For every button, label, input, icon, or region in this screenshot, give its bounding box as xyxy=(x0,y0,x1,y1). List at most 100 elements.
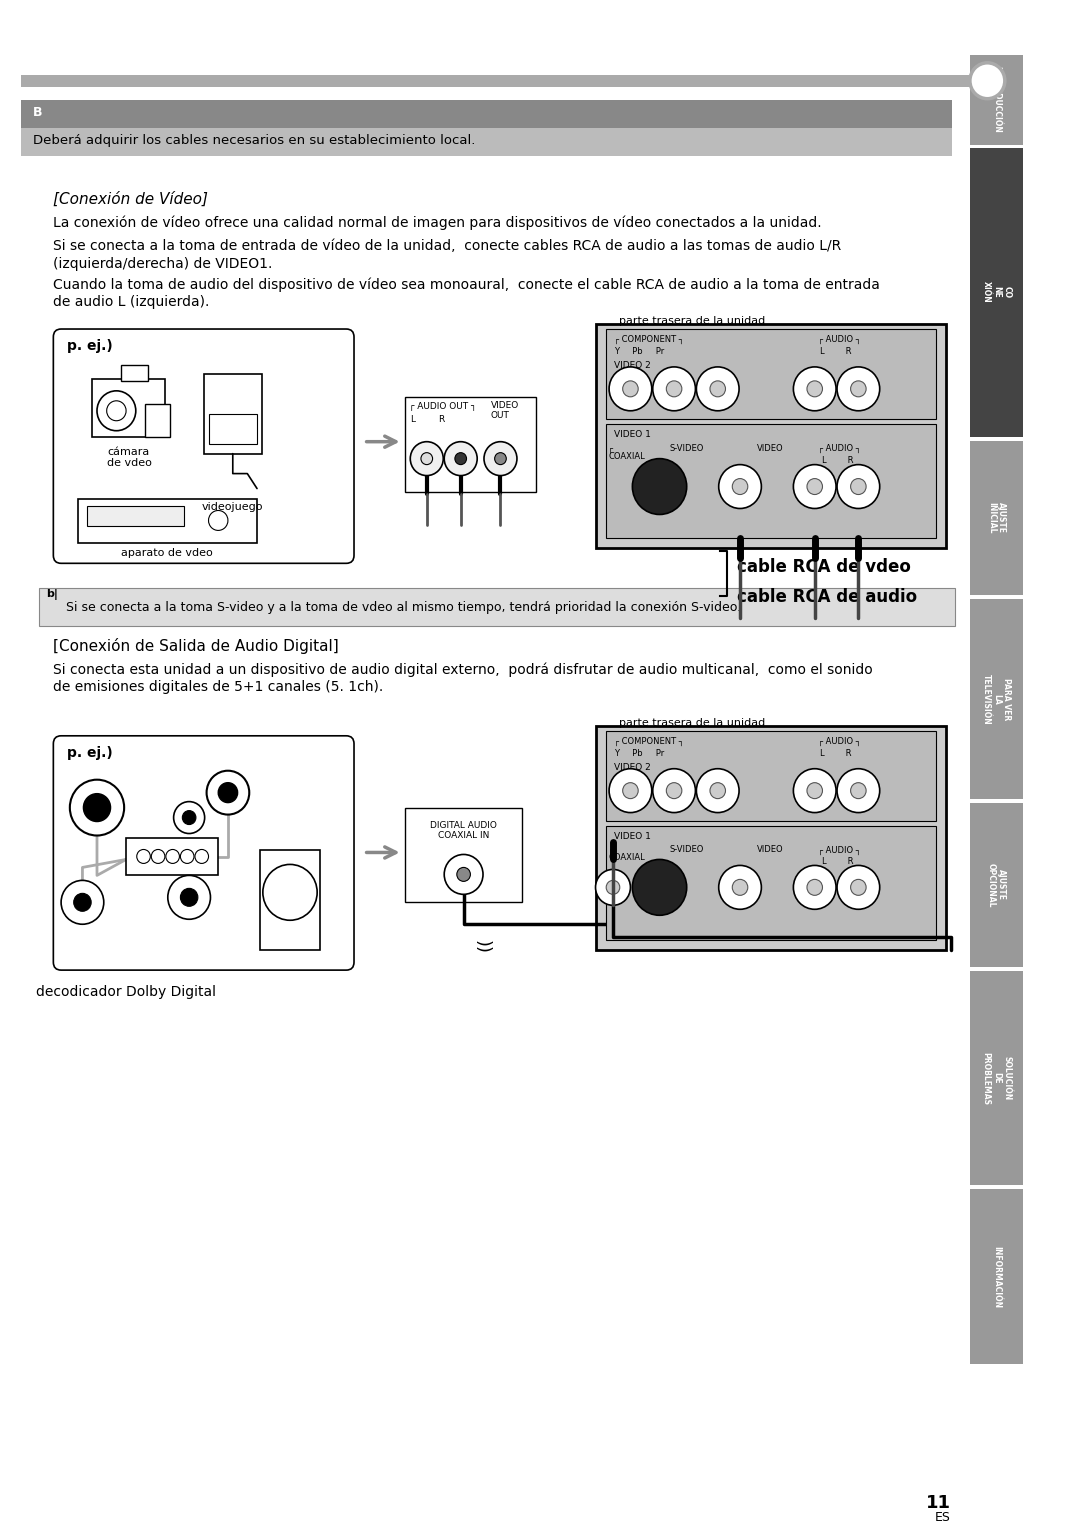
Circle shape xyxy=(73,893,91,911)
Text: INTRODUCCIÓN: INTRODUCCIÓN xyxy=(993,66,1001,133)
Circle shape xyxy=(710,783,726,798)
Circle shape xyxy=(666,382,681,397)
Bar xyxy=(606,330,936,418)
Bar xyxy=(405,807,522,902)
Text: aparato de vdeo: aparato de vdeo xyxy=(121,548,213,559)
Text: VIDEO: VIDEO xyxy=(756,845,783,855)
Text: ┌ AUDIO ┐: ┌ AUDIO ┐ xyxy=(818,737,861,746)
Circle shape xyxy=(444,855,483,894)
Text: L        R: L R xyxy=(820,346,851,356)
Text: VIDEO
OUT: VIDEO OUT xyxy=(490,401,519,420)
Circle shape xyxy=(455,453,467,464)
Text: videojuego: videojuego xyxy=(202,502,264,511)
Circle shape xyxy=(794,769,836,812)
Circle shape xyxy=(851,783,866,798)
Bar xyxy=(606,826,936,940)
Circle shape xyxy=(807,783,823,798)
Text: INFORMACIÓN: INFORMACIÓN xyxy=(993,1245,1001,1308)
Bar xyxy=(39,588,956,626)
Text: VIDEO 1: VIDEO 1 xyxy=(613,832,651,841)
Bar xyxy=(204,374,261,453)
Text: Cuando la toma de audio del dispositivo de vídeo sea monoaural,  conecte el cabl: Cuando la toma de audio del dispositivo … xyxy=(53,278,880,291)
Text: ┌ AUDIO ┐: ┌ AUDIO ┐ xyxy=(818,444,861,453)
Text: ES: ES xyxy=(934,1511,950,1523)
Circle shape xyxy=(457,867,471,882)
Bar xyxy=(970,971,1023,1186)
Text: ┌ AUDIO ┐: ┌ AUDIO ┐ xyxy=(818,845,861,855)
Text: cámara
de vdeo: cámara de vdeo xyxy=(107,447,151,468)
Circle shape xyxy=(595,870,631,905)
Circle shape xyxy=(623,382,638,397)
Text: Y     Pb     Pr: Y Pb Pr xyxy=(613,346,664,356)
Text: VIDEO 1: VIDEO 1 xyxy=(613,430,651,438)
Text: (izquierda/derecha) de VIDEO1.: (izquierda/derecha) de VIDEO1. xyxy=(53,258,273,272)
Text: parte trasera de la unidad: parte trasera de la unidad xyxy=(619,316,765,327)
Text: VIDEO 2: VIDEO 2 xyxy=(613,763,651,772)
Text: AJUSTE
OPCIONAL: AJUSTE OPCIONAL xyxy=(987,862,1007,906)
Circle shape xyxy=(851,382,866,397)
Circle shape xyxy=(732,879,747,896)
Circle shape xyxy=(666,783,681,798)
Circle shape xyxy=(851,879,866,896)
Circle shape xyxy=(697,366,739,410)
Circle shape xyxy=(174,801,204,833)
Circle shape xyxy=(851,479,866,494)
Circle shape xyxy=(794,366,836,410)
Bar xyxy=(405,397,537,491)
Text: Deberá adquirir los cables necesarios en su establecimiento local.: Deberá adquirir los cables necesarios en… xyxy=(33,134,475,146)
Text: CO
NE
XIÓN: CO NE XIÓN xyxy=(982,281,1012,304)
Circle shape xyxy=(410,441,443,476)
Bar xyxy=(970,1189,1023,1364)
Circle shape xyxy=(167,876,211,919)
Text: La conexión de vídeo ofrece una calidad normal de imagen para dispositivos de ví: La conexión de vídeo ofrece una calidad … xyxy=(53,215,822,230)
Text: 11: 11 xyxy=(926,1494,950,1512)
Text: ┌ AUDIO OUT ┐: ┌ AUDIO OUT ┐ xyxy=(409,401,476,410)
Text: ┌ COMPONENT ┐: ┌ COMPONENT ┐ xyxy=(613,737,684,746)
Bar xyxy=(596,726,946,951)
Text: L        R: L R xyxy=(822,456,853,464)
Circle shape xyxy=(183,810,195,824)
FancyBboxPatch shape xyxy=(53,736,354,971)
Circle shape xyxy=(837,865,880,909)
Circle shape xyxy=(606,881,620,894)
Circle shape xyxy=(70,780,124,836)
Circle shape xyxy=(180,850,194,864)
Text: L        R: L R xyxy=(820,749,851,758)
Text: ┌: ┌ xyxy=(608,444,613,453)
Text: parte trasera de la unidad: parte trasera de la unidad xyxy=(619,717,765,728)
Circle shape xyxy=(837,769,880,812)
Text: cable RCA de audio: cable RCA de audio xyxy=(738,588,917,606)
Bar xyxy=(146,404,170,436)
Text: p. ej.): p. ej.) xyxy=(67,339,112,353)
Text: L        R: L R xyxy=(822,858,853,867)
Circle shape xyxy=(97,391,136,430)
Bar xyxy=(606,424,936,539)
Text: S-VIDEO: S-VIDEO xyxy=(670,845,703,855)
Text: de emisiones digitales de 5+1 canales (5. 1ch).: de emisiones digitales de 5+1 canales (5… xyxy=(53,681,383,694)
Circle shape xyxy=(794,865,836,909)
Text: p. ej.): p. ej.) xyxy=(67,746,112,760)
Bar xyxy=(121,365,148,382)
Bar xyxy=(22,128,953,156)
Text: decodicador Dolby Digital: decodicador Dolby Digital xyxy=(36,986,216,1000)
Bar xyxy=(970,600,1023,798)
Circle shape xyxy=(718,464,761,508)
Text: ┌: ┌ xyxy=(608,845,613,855)
Circle shape xyxy=(718,865,761,909)
Circle shape xyxy=(807,382,823,397)
Text: PARA VER
LA
TELEVISIÓN: PARA VER LA TELEVISIÓN xyxy=(982,673,1012,725)
Bar xyxy=(970,148,1023,436)
Circle shape xyxy=(970,63,1004,99)
Circle shape xyxy=(484,441,517,476)
Circle shape xyxy=(837,366,880,410)
Circle shape xyxy=(609,769,651,812)
Circle shape xyxy=(180,888,198,906)
Text: )): )) xyxy=(473,940,491,954)
Text: b|: b| xyxy=(46,589,58,600)
Bar xyxy=(970,55,1023,145)
Circle shape xyxy=(83,794,110,821)
Circle shape xyxy=(807,879,823,896)
Circle shape xyxy=(166,850,179,864)
FancyBboxPatch shape xyxy=(53,330,354,563)
Text: ┌ COMPONENT ┐: ┌ COMPONENT ┐ xyxy=(613,336,684,345)
